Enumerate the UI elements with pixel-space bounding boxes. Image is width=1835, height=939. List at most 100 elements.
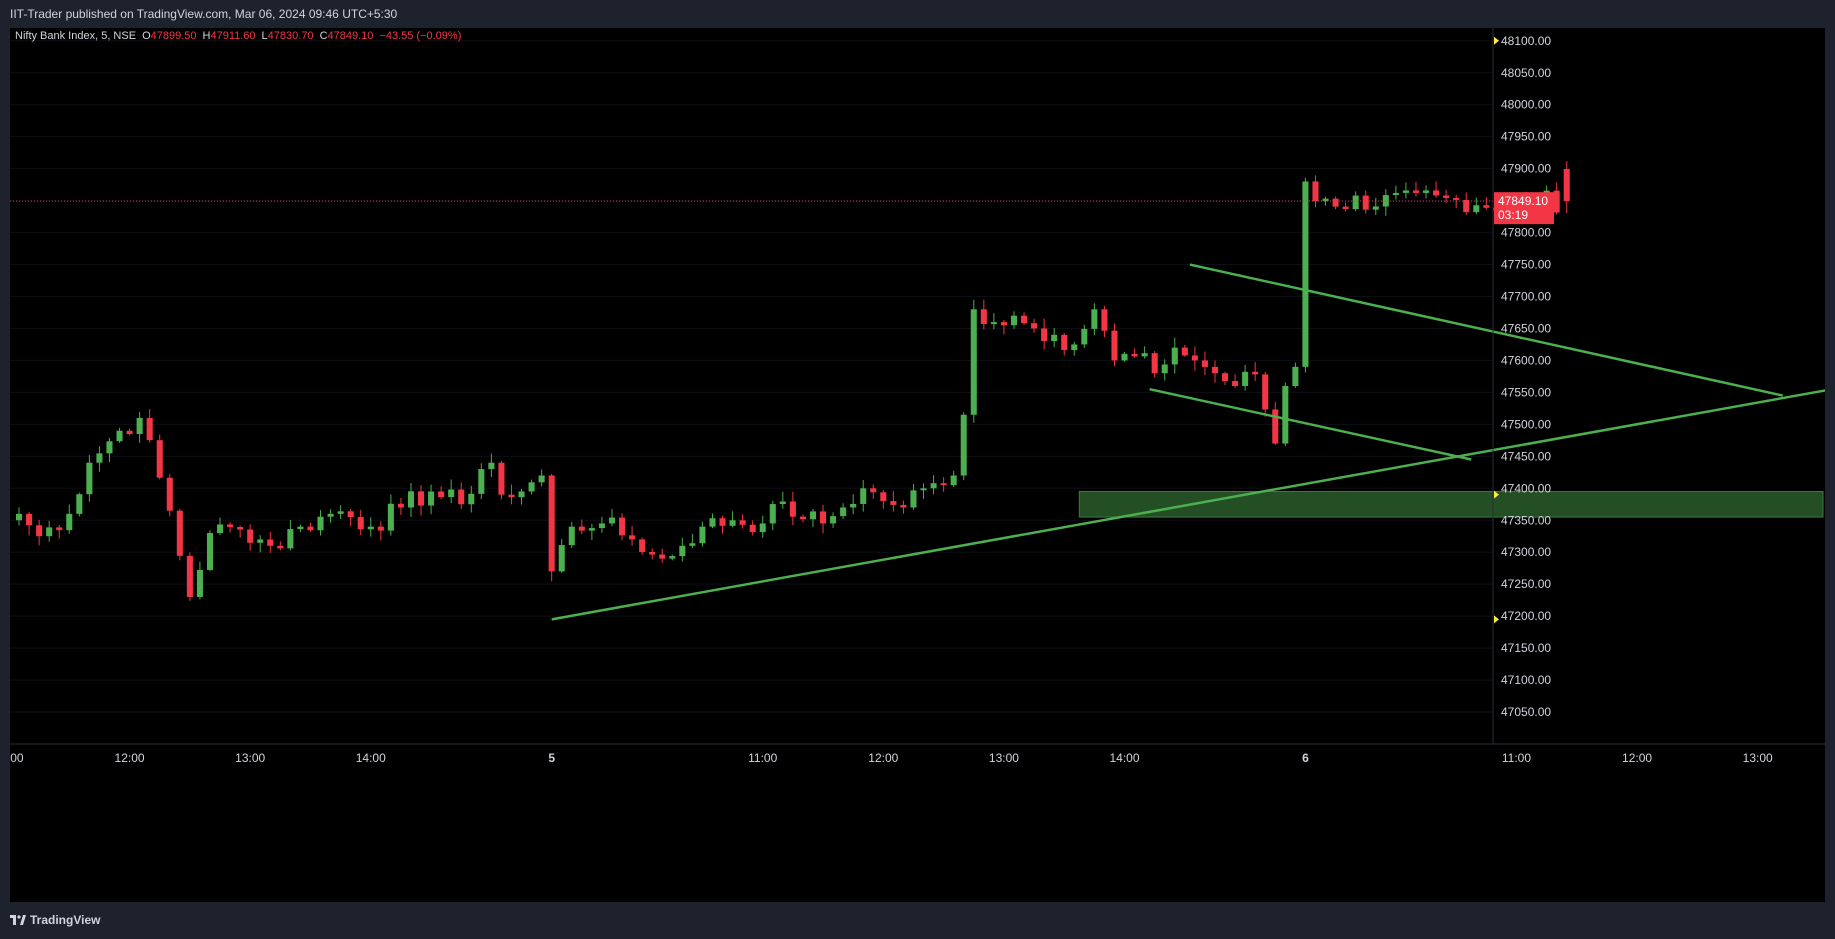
candle-body [769,504,776,524]
candle-body [870,488,877,493]
candle-body [1071,344,1078,351]
candle-body [206,533,213,570]
candle-body [217,524,224,534]
price-axis[interactable]: 48100.00 48050.00 48000.00 47950.00 47900.00… [1501,34,1551,719]
badge-price: 47849.10 [1498,194,1548,208]
candle-body [1392,192,1399,196]
open-value: 47899.50 [151,30,197,42]
candle-body [418,491,425,506]
price-tick-label: 47700.00 [1501,290,1551,304]
candle-body [608,517,615,524]
candle-body [830,516,837,524]
demand-zone[interactable] [1078,490,1824,518]
candle-body [980,309,987,325]
candle-body [96,453,103,463]
candle-body [126,430,133,435]
trendlines-layer[interactable] [551,263,1835,621]
time-tick-label: 12:00 [1622,751,1652,765]
brand-label: TradingView [30,913,101,927]
candle-body [890,501,897,505]
price-tick-label: 47100.00 [1501,673,1551,687]
change-value: −43.55 (−0.09%) [379,30,461,42]
candle-body [438,491,445,498]
time-tick-label: 11:00 [748,751,777,765]
candle-body [1463,199,1470,213]
candle-body [1010,315,1017,326]
candle-body [1563,168,1570,202]
candle-body [789,501,796,517]
tradingview-brand[interactable]: TradingView [10,913,100,927]
candle-body [659,554,666,559]
publish-info: IIT-Trader published on TradingView.com,… [10,7,398,21]
price-tick-label: 47950.00 [1501,130,1551,144]
price-tick-label: 47300.00 [1501,545,1551,559]
candlestick-chart[interactable]: 48100.00 48050.00 48000.00 47950.00 47900.00… [0,28,1835,902]
candle-body [850,503,857,508]
candle-body [347,511,354,518]
candle-body [86,462,93,495]
candle-body [488,462,495,470]
candle-body [176,510,183,556]
candle-body [649,551,656,555]
candle-body [729,520,736,526]
price-tick-label: 47800.00 [1501,226,1551,240]
candle-body [528,482,535,492]
time-axis[interactable]: 11:00 12:00 13:00 14:00 5 11:00 12:00 13:00 14:0… [0,751,1825,765]
candle-body [809,511,816,520]
candle-body [16,513,23,521]
candle-body [1412,190,1419,193]
time-tick-label: 14:00 [356,751,386,765]
candle-body [1252,371,1259,375]
candle-body [1382,195,1389,207]
footer-bar: TradingView [0,902,1835,939]
candle-body [1453,197,1460,200]
candle-body [458,489,465,505]
price-tick-label: 47650.00 [1501,321,1551,335]
tradingview-logo-icon [10,915,26,925]
candle-body [287,529,294,549]
time-tick-label: 13:00 [235,751,265,765]
candle-body [759,523,766,533]
candles-layer [16,161,1570,601]
price-tick-label: 47500.00 [1501,417,1551,431]
candle-body [196,569,203,597]
candle-body [1232,381,1239,386]
trendline [551,387,1835,621]
candle-body [1211,366,1218,374]
candle-body [679,545,686,557]
price-tick-label: 48000.00 [1501,98,1551,112]
candle-body [1171,347,1178,365]
candle-body [619,517,626,536]
publish-header: IIT-Trader published on TradingView.com,… [0,0,1835,28]
candle-body [699,526,706,544]
candle-body [820,511,827,524]
candle-body [36,525,43,537]
time-tick-label: 6 [1302,751,1309,765]
candle-body [1101,309,1108,331]
price-tick-label: 47250.00 [1501,577,1551,591]
candle-body [1553,190,1560,213]
candle-body [307,526,314,531]
candle-body [1021,315,1028,324]
badge-countdown: 03:19 [1498,208,1528,222]
candle-body [538,475,545,483]
chart-area[interactable]: 48100.00 48050.00 48000.00 47950.00 47900.00… [0,28,1835,902]
candle-body [1423,190,1430,193]
candle-body [116,430,123,442]
candle-body [598,523,605,529]
candle-body [1222,373,1229,382]
time-tick-label: 11:00 [10,751,24,765]
candle-body [1342,206,1349,210]
candle-body [166,477,173,511]
candle-body [508,494,515,498]
candle-body [498,462,505,495]
candle-body [739,520,746,525]
candle-body [257,539,264,543]
candle-body [950,475,957,486]
candle-body [297,526,304,530]
candle-body [26,513,33,526]
chart-legend: Nifty Bank Index, 5, NSE O47899.50 H47911.… [15,30,461,42]
low-value: 47830.70 [268,30,314,42]
candle-body [1483,205,1490,208]
candle-body [518,491,525,498]
